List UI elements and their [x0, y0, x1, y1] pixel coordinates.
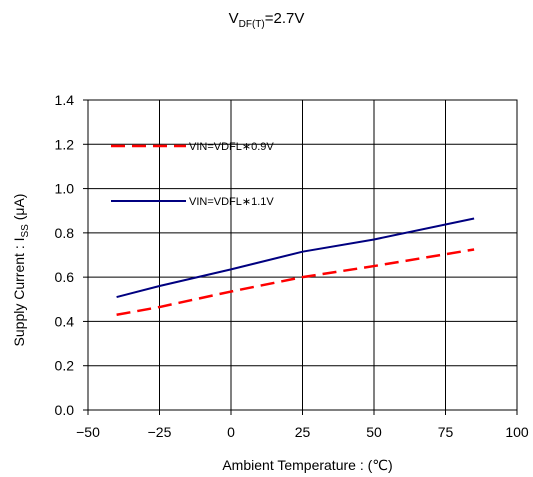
- grid-lines: [88, 100, 517, 410]
- y-axis-label-prefix: Supply Current : I: [11, 238, 27, 347]
- y-tick-label: 0.0: [55, 402, 75, 418]
- x-tick-label: −25: [148, 424, 172, 440]
- x-axis-ticks: −50 −25 0 25 50 75 100: [76, 410, 529, 440]
- series-line-2: [116, 217, 475, 299]
- chart-title: VDF(T)=2.7V: [228, 10, 305, 30]
- y-axis-label: Supply Current : ISS (μA): [11, 194, 31, 347]
- x-tick-label: 0: [227, 424, 235, 440]
- y-tick-label: 0.2: [55, 358, 75, 374]
- y-tick-label: 0.6: [55, 269, 75, 285]
- x-axis-label: Ambient Temperature : (℃): [222, 457, 392, 473]
- series-lines: [116, 217, 475, 317]
- x-tick-label: 100: [505, 424, 529, 440]
- legend-label-1: VIN=VDFL∗0.9V: [189, 141, 274, 153]
- y-tick-label: 1.4: [55, 92, 75, 108]
- x-tick-label: 25: [295, 424, 311, 440]
- legend-label-2: VIN=VDFL∗1.1V: [189, 196, 274, 208]
- legend: VIN=VDFL∗0.9V VIN=VDFL∗1.1V: [111, 141, 274, 208]
- series-line-1: [116, 248, 475, 317]
- y-tick-label: 0.4: [55, 313, 75, 329]
- x-tick-label: 50: [366, 424, 382, 440]
- y-tick-label: 1.0: [55, 181, 75, 197]
- y-axis-label-suffix: (μA): [11, 194, 27, 225]
- y-axis-label-subscript: SS: [20, 224, 31, 238]
- y-axis-ticks: 0.0 0.2 0.4 0.6 0.8 1.0 1.2 1.4: [55, 92, 88, 418]
- x-tick-label: −50: [76, 424, 100, 440]
- x-tick-label: 75: [438, 424, 454, 440]
- y-tick-label: 1.2: [55, 136, 75, 152]
- y-tick-label: 0.8: [55, 225, 75, 241]
